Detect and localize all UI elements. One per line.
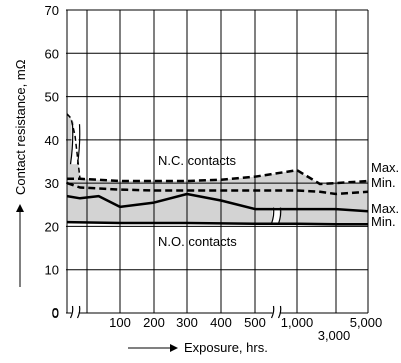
y-axis-arrow-head bbox=[16, 204, 24, 212]
y-tick-label-60: 60 bbox=[45, 46, 59, 61]
plot-break-right-gap bbox=[272, 207, 280, 224]
series-end-label-1: Min. bbox=[371, 175, 396, 190]
x-axis-break-left-stroke-right bbox=[76, 305, 81, 319]
series-no-max bbox=[66, 192, 369, 213]
x-axis-title: Exposure, hrs. bbox=[184, 340, 268, 355]
plot-break-left-gap bbox=[71, 124, 79, 165]
x-tick-label-6: 3,000 bbox=[318, 328, 351, 343]
initial-spike-line bbox=[66, 113, 81, 179]
y-tick-label-40: 40 bbox=[45, 133, 59, 148]
x-axis-arrow-head bbox=[170, 344, 178, 352]
plot-break-left-stroke-left bbox=[69, 124, 74, 165]
series-nc-min bbox=[66, 181, 369, 196]
series-nc-max bbox=[67, 168, 369, 186]
series-end-label-3: Min. bbox=[371, 214, 396, 229]
y-tick-label-20: 20 bbox=[45, 219, 59, 234]
x-tick-label-3: 400 bbox=[210, 315, 232, 330]
series-end-label-2: Max. bbox=[371, 201, 399, 216]
annotation-nc-contacts: N.C. contacts bbox=[158, 153, 237, 168]
x-tick-label-5: 1,000 bbox=[281, 315, 314, 330]
x-axis-break-left bbox=[69, 305, 81, 319]
y-tick-label-10: 10 bbox=[45, 263, 59, 278]
initial-spike-area bbox=[67, 113, 80, 223]
x-tick-label-0: 100 bbox=[109, 315, 131, 330]
y-tick-label-0: 0 bbox=[52, 306, 59, 321]
x-tick-label-7: 5,000 bbox=[350, 315, 383, 330]
y-tick-label-70: 70 bbox=[45, 3, 59, 18]
x-axis-break-right bbox=[270, 305, 282, 319]
x-axis-break-right-gap bbox=[272, 306, 280, 318]
plot-break-left bbox=[69, 124, 81, 165]
x-tick-label-4: 500 bbox=[244, 315, 266, 330]
x-axis-break-left-stroke-left bbox=[69, 305, 74, 319]
x-axis-break-left-gap bbox=[71, 306, 79, 318]
resistance-band bbox=[67, 170, 368, 225]
y-tick-label-30: 30 bbox=[45, 176, 59, 191]
x-tick-label-1: 200 bbox=[143, 315, 165, 330]
y-tick-label-50: 50 bbox=[45, 90, 59, 105]
x-axis-break-right-stroke-left bbox=[270, 305, 275, 319]
x-tick-label-2: 300 bbox=[176, 315, 198, 330]
series-no-min bbox=[66, 220, 368, 226]
x-axis-break-right-stroke-right bbox=[277, 305, 282, 319]
x-origin-label: 0 bbox=[52, 305, 59, 320]
series-end-label-0: Max. bbox=[371, 160, 399, 175]
annotation-no-contacts: N.O. contacts bbox=[158, 234, 237, 249]
y-axis-title: Contact resistance, mΩ bbox=[13, 59, 28, 195]
